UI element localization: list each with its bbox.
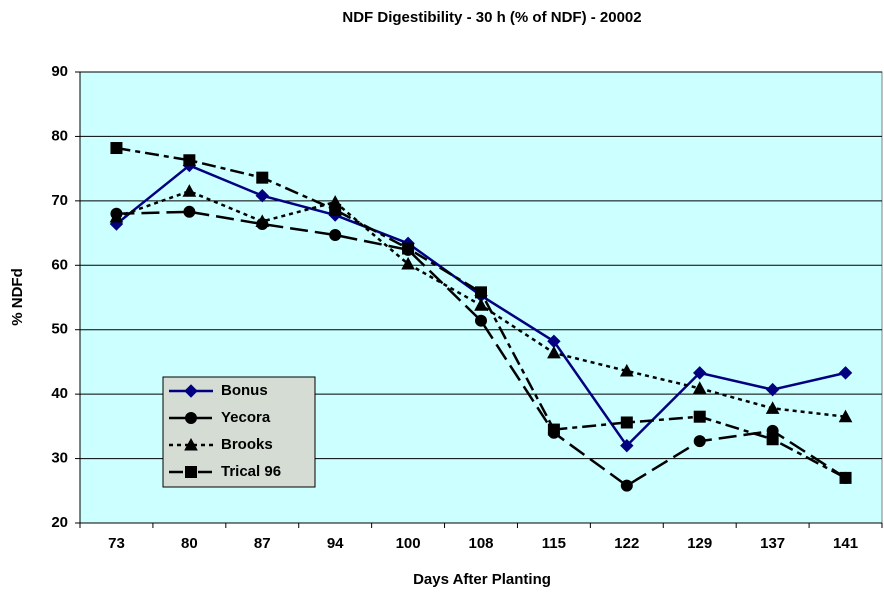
marker (109, 209, 124, 223)
marker (255, 214, 270, 227)
marker (183, 154, 196, 167)
x-tick-label: 108 (468, 535, 493, 552)
y-tick-label: 30 (51, 450, 68, 467)
marker (547, 423, 560, 436)
marker (838, 409, 853, 423)
legend-label: Yecora (221, 409, 271, 426)
x-tick-label: 73 (108, 535, 125, 552)
marker (329, 229, 342, 242)
marker (183, 205, 196, 218)
marker (620, 438, 634, 453)
marker (692, 381, 707, 394)
y-axis-label: % NDFd (9, 268, 26, 326)
marker (329, 203, 342, 216)
x-tick-label: 80 (181, 535, 198, 552)
marker (255, 188, 269, 203)
marker (765, 382, 780, 397)
series-line (116, 210, 847, 488)
x-axis-label: Days After Planting (413, 571, 551, 588)
marker (766, 433, 779, 446)
marker (110, 142, 123, 155)
x-tick-label: 122 (614, 535, 639, 552)
marker (402, 242, 415, 255)
marker (620, 479, 633, 492)
y-tick-label: 90 (51, 63, 68, 80)
marker (184, 437, 198, 451)
marker (475, 286, 487, 299)
marker (182, 184, 197, 197)
legend-label: Brooks (221, 436, 273, 453)
chart-title: NDF Digestibility - 30 h (% of NDF) - 20… (342, 9, 641, 26)
marker (474, 298, 488, 311)
marker (619, 363, 634, 377)
marker (693, 435, 706, 448)
y-tick-label: 50 (51, 321, 68, 338)
marker (693, 366, 707, 380)
marker (693, 410, 706, 423)
y-tick-label: 80 (51, 127, 68, 144)
legend-label: Bonus (221, 382, 268, 399)
marker (185, 466, 197, 478)
marker (620, 416, 633, 429)
marker (547, 345, 561, 359)
marker (838, 366, 853, 380)
x-tick-label: 94 (327, 535, 344, 552)
x-tick-label: 87 (254, 535, 271, 552)
x-tick-label: 137 (760, 535, 785, 552)
y-tick-label: 20 (51, 514, 68, 531)
marker (839, 471, 852, 484)
x-tick-label: 100 (396, 535, 421, 552)
marker (256, 171, 269, 184)
y-tick-label: 40 (51, 385, 68, 402)
x-tick-label: 115 (542, 535, 566, 552)
x-tick-label: 141 (833, 535, 858, 552)
marker (185, 412, 197, 424)
marker (475, 314, 487, 327)
legend-label: Trical 96 (221, 463, 281, 480)
marker (184, 384, 198, 398)
marker (401, 256, 415, 270)
y-tick-label: 70 (51, 192, 68, 209)
y-tick-label: 60 (51, 256, 68, 273)
x-tick-label: 129 (687, 535, 712, 552)
marker (765, 401, 780, 414)
